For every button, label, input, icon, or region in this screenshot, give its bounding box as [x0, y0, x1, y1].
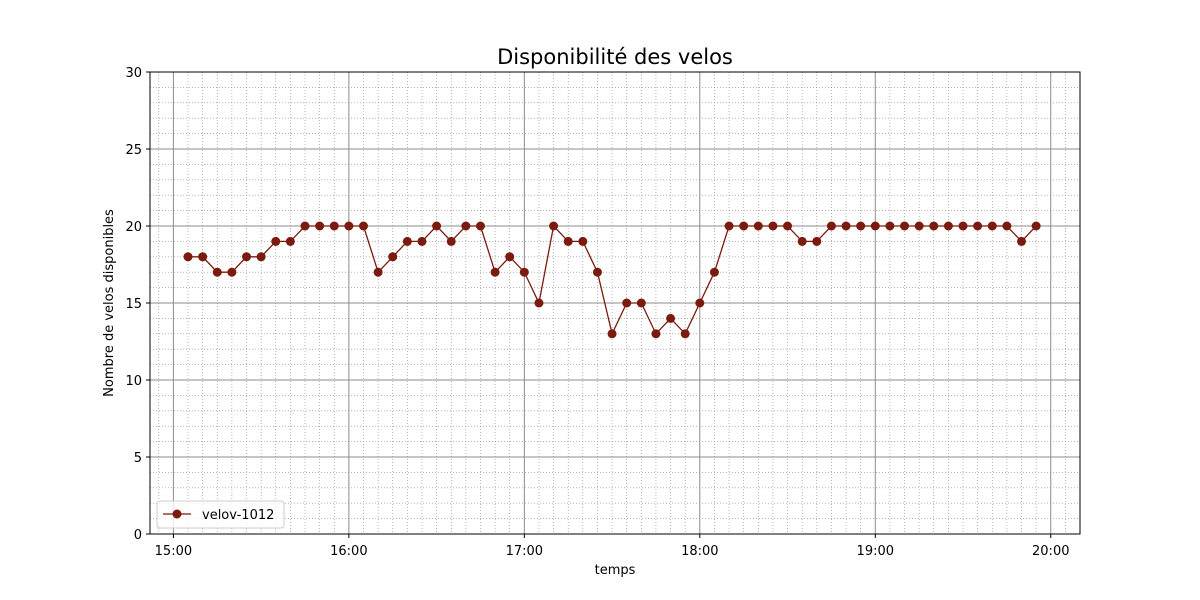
data-point [1002, 221, 1012, 231]
x-tick-label: 18:00 [681, 544, 718, 559]
y-tick-label: 10 [125, 374, 142, 389]
data-point [285, 236, 295, 246]
data-point [461, 221, 471, 231]
data-point [256, 252, 266, 262]
data-point [549, 221, 559, 231]
data-point [870, 221, 880, 231]
data-point [490, 267, 500, 277]
data-point [402, 236, 412, 246]
data-point [768, 221, 778, 231]
legend-box [156, 500, 285, 529]
axis-ticks: 15:00 16:00 17:00 18:00 19:00 20:00 0 5 10 15 20 25… [125, 66, 1069, 559]
data-point [709, 267, 719, 277]
data-point [1017, 236, 1027, 246]
data-point [783, 221, 793, 231]
series-layer [183, 221, 1041, 339]
y-tick-label: 15 [125, 297, 142, 312]
data-point [739, 221, 749, 231]
x-tick-label: 20:00 [1032, 544, 1069, 559]
data-point [666, 313, 676, 323]
plot-area-frame [149, 71, 1081, 535]
data-point [505, 252, 515, 262]
data-point [563, 236, 573, 246]
data-point [417, 236, 427, 246]
y-tick-label: 20 [125, 220, 142, 235]
data-point [446, 236, 456, 246]
data-point [680, 329, 690, 339]
data-point [1031, 221, 1041, 231]
data-point [987, 221, 997, 231]
x-tick-label: 17:00 [506, 544, 543, 559]
y-axis-label: Nombre de velos disponibles [102, 209, 117, 397]
legend-marker [172, 509, 182, 519]
y-tick-label: 25 [125, 143, 142, 158]
data-point [388, 252, 398, 262]
data-point [607, 329, 617, 339]
data-point [826, 221, 836, 231]
data-point [534, 298, 544, 308]
y-tick-label: 0 [134, 528, 142, 543]
y-tick-label: 5 [134, 451, 142, 466]
data-point [344, 221, 354, 231]
data-point [929, 221, 939, 231]
data-point [271, 236, 281, 246]
data-point [578, 236, 588, 246]
data-point [958, 221, 968, 231]
x-tick-label: 15:00 [155, 544, 192, 559]
y-tick-label: 30 [125, 66, 142, 81]
data-point [183, 252, 193, 262]
data-point [973, 221, 983, 231]
x-axis-label: temps [595, 563, 636, 578]
chart-title: Disponibilité des velos [497, 45, 733, 69]
legend: velov-1012 [156, 500, 285, 529]
data-point [212, 267, 222, 277]
major-grid [150, 71, 1080, 535]
data-point [373, 267, 383, 277]
data-point [914, 221, 924, 231]
data-point [797, 236, 807, 246]
data-point [432, 221, 442, 231]
data-point [856, 221, 866, 231]
data-point [724, 221, 734, 231]
data-point [329, 221, 339, 231]
data-point [519, 267, 529, 277]
data-point [636, 298, 646, 308]
data-point [900, 221, 910, 231]
data-point [943, 221, 953, 231]
data-point [227, 267, 237, 277]
data-point [475, 221, 485, 231]
data-point [315, 221, 325, 231]
data-point [812, 236, 822, 246]
data-point [592, 267, 602, 277]
data-point [358, 221, 368, 231]
legend-entry-label: velov-1012 [202, 508, 274, 523]
data-point [651, 329, 661, 339]
data-point [242, 252, 252, 262]
data-point [695, 298, 705, 308]
data-point [198, 252, 208, 262]
data-point [300, 221, 310, 231]
x-tick-label: 19:00 [857, 544, 894, 559]
data-point [841, 221, 851, 231]
data-point [622, 298, 632, 308]
data-point [753, 221, 763, 231]
x-tick-label: 16:00 [330, 544, 367, 559]
data-point [885, 221, 895, 231]
